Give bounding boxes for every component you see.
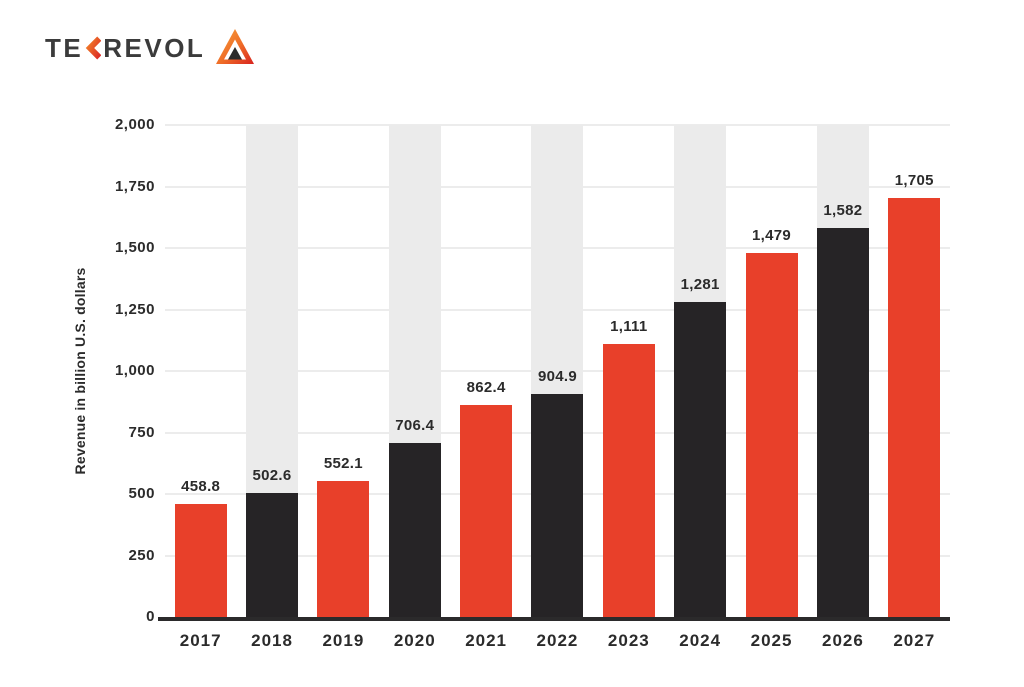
y-tick-label: 250 — [128, 546, 155, 564]
x-tick-label-2026: 2026 — [821, 631, 864, 650]
revenue-bar-2018 — [246, 493, 299, 617]
revenue-bar-2026 — [816, 227, 869, 617]
y-tick-label: 2,000 — [114, 116, 155, 133]
bar-column-2017: 458.8 2017 — [165, 125, 236, 650]
revenue-bar-2021 — [460, 404, 513, 617]
x-tick-label-2025: 2025 — [750, 631, 793, 650]
bar-value-label: 1,479 — [752, 227, 792, 245]
tekrevol-logo: TE REVOL — [45, 29, 255, 66]
x-axis-line — [158, 617, 950, 621]
bar-column-2027: 1,705 2027 — [879, 125, 950, 650]
y-tick-label: 1,000 — [114, 362, 155, 379]
bar-value-label: 904.9 — [537, 368, 577, 386]
bar-value-label: 502.6 — [252, 467, 292, 485]
tekrevol-triangle-icon — [216, 29, 255, 64]
revenue-bar-2017 — [174, 504, 227, 617]
x-tick-label-2020: 2020 — [393, 631, 436, 650]
y-tick-label: 1,750 — [114, 177, 155, 195]
plot-area: 458.8 2017 502.6 2018 552.1 2019 706.4 2020 862.… — [115, 116, 950, 650]
x-tick-label-2017: 2017 — [179, 631, 222, 650]
logo-text-revol: REVOL — [103, 33, 206, 63]
x-tick-label-2024: 2024 — [679, 631, 722, 650]
logo-text-te: TE — [45, 33, 84, 63]
bar-column-2025: 1,479 2025 — [736, 125, 807, 650]
x-tick-label-2019: 2019 — [322, 631, 365, 650]
bar-value-label: 706.4 — [395, 417, 435, 435]
bar-value-label: 458.8 — [181, 478, 221, 496]
bar-columns: 458.8 2017 502.6 2018 552.1 2019 706.4 2020 862.… — [165, 125, 950, 650]
bar-value-label: 1,111 — [610, 317, 648, 335]
revenue-bar-2019 — [317, 481, 370, 617]
y-axis-title: Revenue in billion U.S. dollars — [72, 267, 88, 475]
bar-column-2020: 706.4 2020 — [379, 125, 450, 650]
y-tick-label: 1,500 — [114, 239, 155, 256]
logo-k-chevron-icon — [85, 36, 102, 60]
revenue-bar-2025 — [745, 253, 798, 617]
revenue-bar-2024 — [674, 301, 727, 617]
bar-value-label: 862.4 — [466, 378, 506, 396]
bar-value-label: 552.1 — [323, 455, 363, 473]
y-tick-label: 500 — [128, 485, 155, 502]
bar-column-2026: 1,582 2026 — [807, 125, 878, 650]
bar-column-2022: 904.9 2022 — [522, 125, 593, 650]
x-tick-label-2027: 2027 — [893, 631, 936, 650]
x-tick-label-2021: 2021 — [465, 631, 508, 650]
revenue-bar-2027 — [888, 197, 941, 617]
revenue-bar-2023 — [602, 343, 655, 617]
bar-column-2024: 1,281 2024 — [665, 125, 736, 650]
bar-column-2018: 502.6 2018 — [236, 125, 307, 650]
revenue-bar-2020 — [388, 443, 441, 617]
bar-value-label: 1,705 — [894, 171, 934, 189]
revenue-bar-2022 — [531, 394, 584, 617]
bar-column-2023: 1,111 2023 — [593, 125, 664, 650]
y-tick-label: 750 — [128, 423, 155, 441]
y-tick-label: 1,250 — [114, 300, 155, 318]
x-tick-label-2018: 2018 — [251, 631, 293, 650]
bar-value-label: 1,582 — [823, 201, 863, 219]
y-tick-label: 0 — [146, 608, 155, 625]
bar-column-2021: 862.4 2021 — [450, 125, 521, 650]
bar-value-label: 1,281 — [680, 275, 720, 293]
bar-column-2019: 552.1 2019 — [308, 125, 379, 650]
x-tick-label-2023: 2023 — [607, 631, 650, 650]
x-tick-label-2022: 2022 — [536, 631, 579, 650]
